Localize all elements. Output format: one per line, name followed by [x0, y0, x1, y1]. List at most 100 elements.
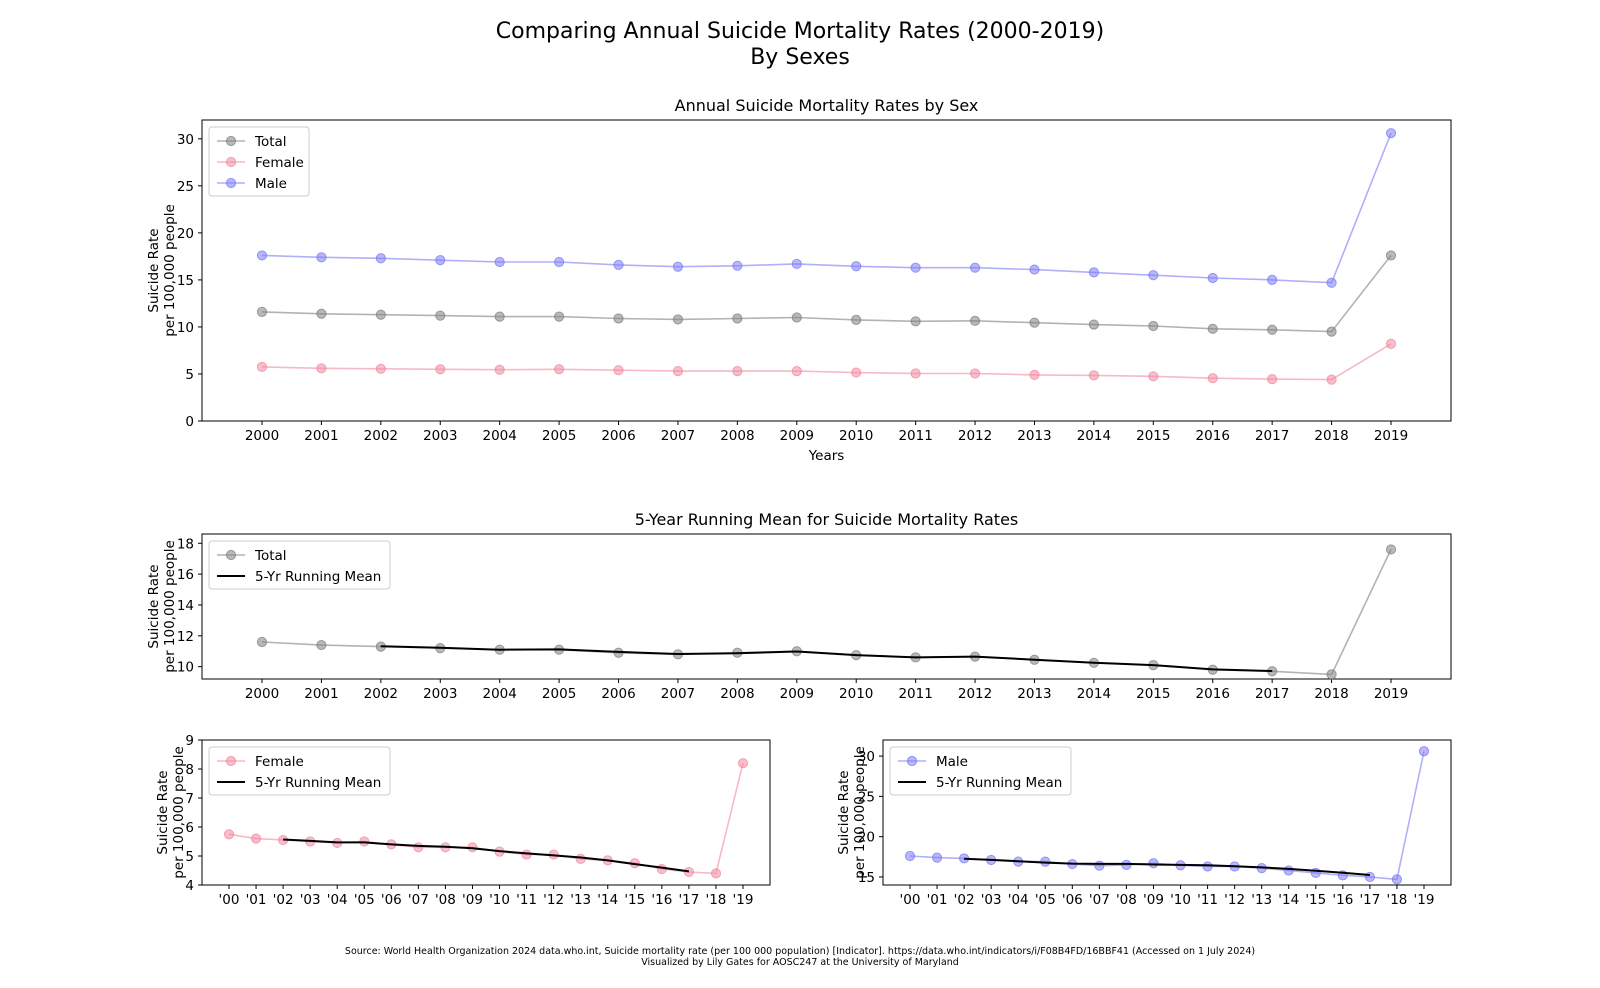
x-tick-label: '06 [381, 892, 402, 908]
y-axis-label-line: Suicide Rate [146, 228, 162, 312]
x-tick-label: '16 [1332, 892, 1353, 908]
data-point-total [435, 310, 446, 321]
data-point-male [1385, 128, 1397, 139]
y-tick-label: 25 [858, 789, 875, 805]
x-tick-label: 2012 [958, 686, 992, 702]
data-point-total [1326, 669, 1337, 680]
x-tick-label: '18 [706, 892, 727, 908]
y-tick-label: 5 [185, 367, 194, 383]
data-point-male [904, 850, 916, 862]
data-point-female [554, 364, 565, 375]
chart-title: Annual Suicide Mortality Rates by Sex [675, 96, 979, 115]
y-tick-label: 4 [185, 878, 194, 894]
x-tick-label: 2009 [780, 428, 814, 444]
x-tick-label: 2012 [958, 428, 992, 444]
data-point-female [791, 366, 802, 377]
data-point-female [316, 363, 327, 374]
x-tick-label: '07 [1089, 892, 1110, 908]
data-point-female [737, 758, 749, 769]
data-point-male [435, 255, 446, 266]
data-point-male [1202, 861, 1213, 872]
legend-swatch-marker [225, 755, 237, 767]
data-point-female [575, 853, 586, 865]
x-tick-label: 2004 [483, 686, 517, 702]
x-tick-label: '02 [954, 892, 975, 908]
data-point-total [316, 308, 327, 319]
data-point-male [1364, 871, 1375, 883]
legend-label-female: Female [255, 155, 304, 171]
data-point-male [1094, 860, 1105, 871]
x-tick-label: 2010 [839, 428, 873, 444]
x-tick-label: 2013 [1017, 686, 1051, 702]
x-tick-label: '02 [273, 892, 294, 908]
x-tick-label: 2003 [423, 428, 457, 444]
x-tick-label: 2015 [1136, 428, 1170, 444]
y-axis-label-line: Suicide Rate [146, 564, 162, 648]
y-tick-label: 7 [185, 791, 194, 807]
x-tick-label: '18 [1387, 892, 1408, 908]
x-tick-label: '19 [733, 892, 754, 908]
x-tick-label: '09 [1143, 892, 1164, 908]
data-point-total [256, 636, 268, 648]
data-point-male [1207, 272, 1218, 284]
y-tick-label: 15 [858, 870, 875, 886]
data-point-female [435, 364, 446, 375]
x-tick-label: 2018 [1314, 428, 1348, 444]
x-tick-label: '12 [1224, 892, 1245, 908]
x-tick-label: '04 [1008, 892, 1029, 908]
x-tick-label: 2017 [1255, 428, 1289, 444]
data-point-female [710, 868, 722, 879]
x-tick-label: 2010 [839, 686, 873, 702]
x-tick-label: 2014 [1077, 686, 1111, 702]
data-point-male [910, 262, 921, 273]
x-tick-label: '09 [462, 892, 483, 908]
data-point-female [851, 367, 862, 378]
legend-swatch-marker [225, 177, 237, 189]
data-point-total [1385, 544, 1397, 555]
x-tick-label: 2003 [423, 686, 457, 702]
data-point-male [1267, 274, 1278, 286]
data-point-female [910, 368, 921, 379]
x-tick-label: '13 [1251, 892, 1272, 908]
y-tick-label: 14 [177, 598, 194, 614]
x-tick-label: '17 [1359, 892, 1380, 908]
x-tick-label: '00 [900, 892, 921, 908]
x-tick-label: '10 [1170, 892, 1191, 908]
chart-running-mean-male: '00 '01 '02 '03 '04 '05 '06 '07 '08 '09 '10 '11 '12 '… [836, 739, 1452, 908]
data-point-female [732, 366, 743, 377]
data-point-male [1326, 277, 1337, 288]
y-axis-label: Suicide Rateper 100,000 people [146, 540, 178, 673]
legend-box [889, 746, 1072, 796]
legend-label-5-yr-running-mean: 5-Yr Running Mean [255, 775, 381, 791]
x-tick-label: '15 [624, 892, 645, 908]
y-tick-label: 9 [185, 733, 194, 749]
y-tick-label: 5 [185, 849, 194, 865]
x-tick-label: 2007 [661, 686, 695, 702]
y-tick-label: 15 [177, 273, 194, 289]
y-tick-label: 25 [177, 179, 194, 195]
x-tick-label: '00 [219, 892, 240, 908]
y-axis-label-line: per 100,000 people [852, 746, 868, 879]
legend-box [208, 746, 391, 796]
data-point-female [672, 366, 684, 377]
data-point-female [375, 363, 386, 374]
x-tick-label: 2002 [364, 428, 398, 444]
legend-swatch-marker [225, 156, 237, 168]
data-point-total [1088, 319, 1099, 330]
x-tick-label: 2017 [1255, 686, 1289, 702]
x-tick-label: '03 [300, 892, 321, 908]
x-tick-label: '05 [1035, 892, 1056, 908]
x-tick-label: 2005 [542, 686, 576, 702]
data-point-male [1148, 270, 1159, 281]
data-point-total [1326, 326, 1337, 337]
data-point-male [672, 261, 684, 272]
data-point-female [1326, 374, 1337, 385]
data-point-total [672, 314, 684, 325]
data-point-total [1267, 324, 1278, 335]
y-tick-label: 12 [177, 629, 194, 645]
x-tick-label: 2009 [780, 686, 814, 702]
x-tick-label: '11 [1197, 892, 1218, 908]
data-point-female [1029, 369, 1040, 381]
data-point-total [613, 313, 624, 324]
data-point-total [969, 315, 981, 326]
